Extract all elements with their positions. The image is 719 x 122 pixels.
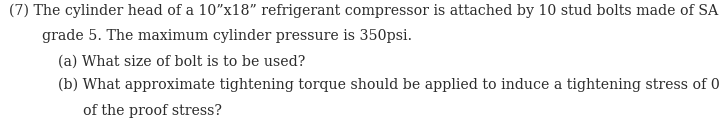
Text: of the proof stress?: of the proof stress? [83,104,222,118]
Text: (7) The cylinder head of a 10”x18” refrigerant compressor is attached by 10 stud: (7) The cylinder head of a 10”x18” refri… [9,4,719,18]
Text: (a) What size of bolt is to be used?: (a) What size of bolt is to be used? [58,54,305,68]
Text: grade 5. The maximum cylinder pressure is 350psi.: grade 5. The maximum cylinder pressure i… [42,29,412,43]
Text: (b) What approximate tightening torque should be applied to induce a tightening : (b) What approximate tightening torque s… [58,78,719,92]
